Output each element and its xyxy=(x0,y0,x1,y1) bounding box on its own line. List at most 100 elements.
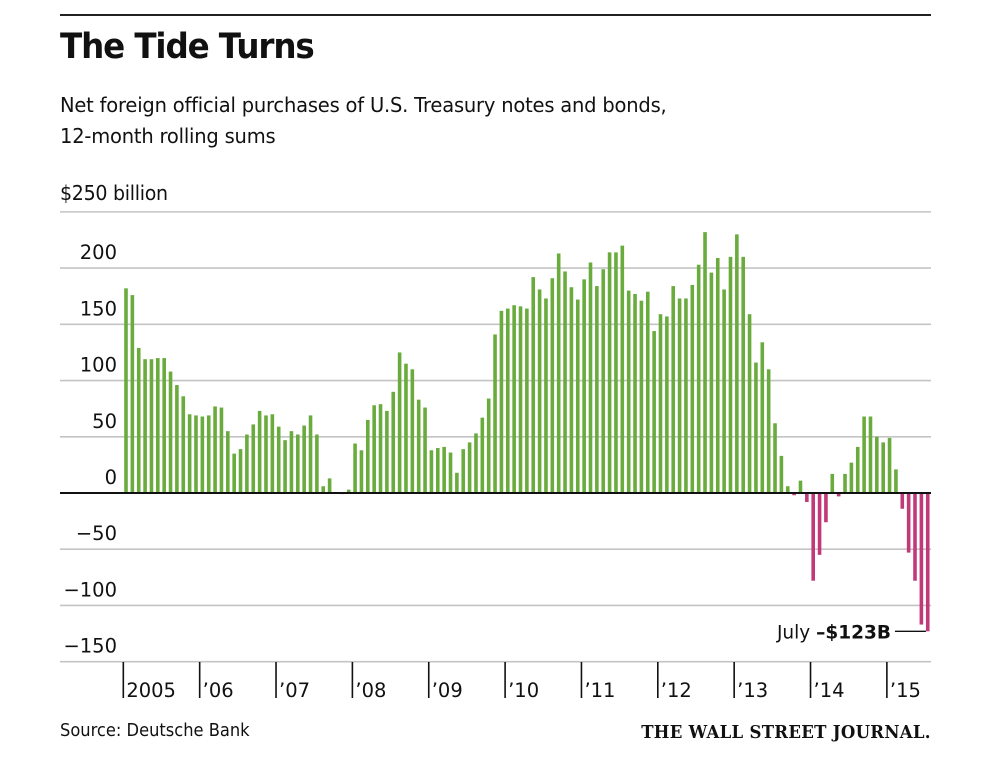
bar-positive xyxy=(467,442,472,493)
bar-positive xyxy=(226,431,230,493)
bar-positive xyxy=(480,417,485,493)
y-axis-labels: 200 150 100 50 0 −50 −100 −150 xyxy=(63,241,117,658)
bar-positive xyxy=(404,363,408,493)
bar-negative xyxy=(906,493,911,553)
subtitle-line-2: 12-month rolling sums xyxy=(60,124,276,148)
bar-positive xyxy=(652,331,656,493)
bar-positive xyxy=(525,308,529,493)
chart-title: The Tide Turns xyxy=(60,27,315,67)
bar-positive xyxy=(270,414,275,493)
bar-positive xyxy=(378,404,383,493)
bar-positive xyxy=(245,434,249,493)
bar-positive xyxy=(353,443,357,493)
bar-positive xyxy=(645,291,650,493)
bar-positive xyxy=(315,434,319,493)
x-tick-label: ’10 xyxy=(508,679,539,702)
bar-positive xyxy=(798,480,803,493)
bar-positive xyxy=(830,473,835,493)
publisher-logo: THE WALL STREET JOURNAL. xyxy=(641,722,931,743)
bar-negative xyxy=(811,493,815,581)
bar-positive xyxy=(162,358,166,493)
y-tick-label: 150 xyxy=(80,297,117,320)
bar-positive xyxy=(703,232,707,493)
bar-positive xyxy=(391,391,396,493)
annotation-month: July xyxy=(776,622,816,643)
bar-positive xyxy=(308,415,313,493)
y-tick-label: −100 xyxy=(63,578,117,601)
x-tick-label: ’09 xyxy=(432,679,463,702)
bar-positive xyxy=(219,407,224,493)
bar-positive xyxy=(550,278,555,493)
bar-positive xyxy=(741,256,746,494)
bar-positive xyxy=(321,486,326,493)
bar-positive xyxy=(372,405,376,493)
x-axis: 2005 ’06 ’07 ’08 ’09 ’10 ’11 ’12 ’13 ’14 ’15 xyxy=(122,662,921,702)
bar-positive xyxy=(423,407,427,493)
y-axis-unit-label: $250 billion xyxy=(60,181,168,205)
bar-positive xyxy=(130,295,135,493)
bar-positive xyxy=(665,316,669,493)
bar-positive xyxy=(875,436,879,493)
bar-positive xyxy=(493,334,497,493)
bar-negative xyxy=(919,493,924,625)
annotation-july-label: July –$123B xyxy=(776,622,891,643)
bar-negative xyxy=(805,493,809,502)
bar-positive xyxy=(200,416,205,493)
bar-positive xyxy=(156,358,160,493)
bar-positive xyxy=(677,298,682,493)
bar-positive xyxy=(264,415,268,493)
bar-negative xyxy=(792,493,796,496)
annotation-group: July –$123B xyxy=(776,622,926,643)
bar-positive xyxy=(887,437,892,493)
bar-positive xyxy=(435,448,440,493)
bar-positive xyxy=(232,453,236,493)
bar-positive xyxy=(728,256,733,494)
bar-positive xyxy=(175,385,179,493)
bar-positive xyxy=(588,262,593,493)
bar-positive xyxy=(626,290,631,493)
bar-positive xyxy=(416,399,421,493)
bar-negative xyxy=(824,493,828,523)
x-tick-label: ’14 xyxy=(814,679,845,702)
bar-positive xyxy=(124,288,128,493)
bar-positive xyxy=(894,469,898,493)
bar-positive xyxy=(658,314,663,493)
y-tick-label: 200 xyxy=(80,241,117,264)
bar-positive xyxy=(849,462,854,493)
bar-positive xyxy=(582,279,586,494)
bar-positive xyxy=(455,472,459,493)
bar-positive xyxy=(569,287,574,493)
bar-positive xyxy=(283,440,287,493)
bar-positive xyxy=(397,352,402,493)
bar-positive xyxy=(575,299,580,493)
bar-negative xyxy=(913,493,917,581)
bar-positive xyxy=(773,423,777,493)
bar-positive xyxy=(754,362,758,493)
bar-positive xyxy=(684,298,688,493)
bar-positive xyxy=(690,284,695,493)
bar-positive xyxy=(429,450,434,493)
bar-positive xyxy=(289,431,294,493)
x-tick-label: 2005 xyxy=(126,679,176,702)
bar-positive xyxy=(862,416,866,493)
bar-positive xyxy=(448,452,453,493)
bar-positive xyxy=(607,252,612,493)
bar-positive xyxy=(257,410,262,493)
bar-positive xyxy=(766,369,771,494)
source-note: Source: Deutsche Bank xyxy=(60,721,250,741)
bar-negative xyxy=(836,493,841,497)
y-tick-label: 0 xyxy=(105,466,117,489)
bars xyxy=(124,232,930,632)
x-tick-label: ’15 xyxy=(890,679,921,702)
bar-positive xyxy=(512,305,516,493)
bar-positive xyxy=(620,245,625,493)
bar-positive xyxy=(143,359,147,493)
top-rule xyxy=(60,14,931,16)
bar-positive xyxy=(410,369,415,494)
y-tick-label: 50 xyxy=(92,410,117,433)
bar-positive xyxy=(213,406,217,493)
y-tick-label: −150 xyxy=(63,635,117,658)
bar-positive xyxy=(168,371,173,493)
bar-positive xyxy=(639,300,644,493)
